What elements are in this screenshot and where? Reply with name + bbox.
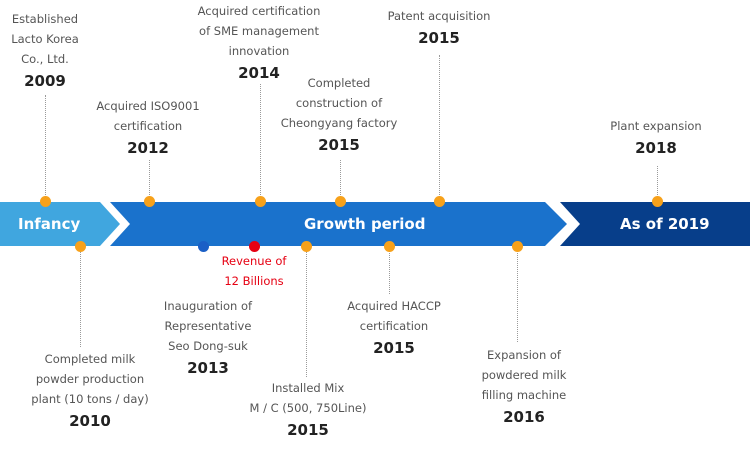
event-desc: Inauguration of [163, 299, 253, 313]
event-desc: Completed [307, 76, 371, 90]
milestone-dot [335, 196, 346, 207]
event-year: 2018 [635, 139, 677, 157]
connector [439, 55, 440, 201]
event-desc: Plant expansion [610, 119, 702, 133]
event-year: 2013 [187, 359, 229, 377]
event-desc: certification [359, 319, 429, 333]
event-desc: plant (10 tons / day) [31, 392, 149, 406]
connector [389, 247, 390, 294]
event-desc: Co., Ltd. [21, 52, 69, 66]
event-revenue-12-billions: Revenue of 12 Billions [179, 251, 329, 291]
connector [149, 160, 150, 201]
milestone-dot [144, 196, 155, 207]
event-desc: filling machine [481, 388, 567, 402]
connector [657, 166, 658, 201]
connector [517, 247, 518, 342]
event-desc: 12 Billions [224, 274, 284, 288]
event-year: 2014 [238, 64, 280, 82]
event-desc: Expansion of [487, 348, 561, 362]
event-year: 2016 [503, 408, 545, 426]
event-year: 2015 [373, 339, 415, 357]
event-2015-mix-mc: Installed Mix M / C (500, 750Line) 2015 [233, 378, 383, 439]
phase-current-arrow [560, 202, 750, 246]
milestone-dot-blue [198, 241, 209, 252]
event-year: 2010 [69, 412, 111, 430]
event-year: 2012 [127, 139, 169, 157]
event-desc: powder production [35, 372, 145, 386]
event-year: 2009 [24, 72, 66, 90]
event-desc: of SME management [199, 24, 319, 38]
connector [45, 95, 46, 201]
milestone-dot [40, 196, 51, 207]
phase-growth-arrow [110, 202, 567, 246]
event-2014-sme-innovation: Acquired certification of SME management… [184, 1, 334, 82]
event-desc: Acquired HACCP [347, 299, 441, 313]
event-2015-patent: Patent acquisition 2015 [364, 6, 514, 47]
connector [80, 247, 81, 347]
phase-infancy-label: Infancy [18, 215, 81, 233]
event-desc: Patent acquisition [387, 9, 491, 23]
event-2015-cheongyang-factory: Completed construction of Cheongyang fac… [264, 73, 414, 154]
event-desc: certification [113, 119, 183, 133]
phase-growth-label: Growth period [304, 215, 426, 233]
milestone-dot [301, 241, 312, 252]
milestone-dot [255, 196, 266, 207]
event-year: 2015 [318, 136, 360, 154]
event-2015-haccp: Acquired HACCP certification 2015 [319, 296, 469, 357]
event-desc: M / C (500, 750Line) [249, 401, 367, 415]
event-2013-inauguration: Inauguration of Representative Seo Dong-… [133, 296, 283, 377]
event-desc: powdered milk [481, 368, 567, 382]
event-2018-plant-expansion: Plant expansion 2018 [581, 116, 731, 157]
event-year: 2015 [287, 421, 329, 439]
milestone-dot [434, 196, 445, 207]
event-desc: Lacto Korea [11, 32, 79, 46]
event-year: 2015 [418, 29, 460, 47]
event-desc: Acquired certification [197, 4, 321, 18]
milestone-dot-red [249, 241, 260, 252]
event-2009-established: Established Lacto Korea Co., Ltd. 2009 [0, 9, 120, 90]
milestone-dot [384, 241, 395, 252]
phase-current-label: As of 2019 [620, 215, 710, 233]
event-desc: Seo Dong-suk [168, 339, 248, 353]
event-desc: Established [11, 12, 79, 26]
event-desc: Acquired ISO9001 [96, 99, 200, 113]
event-2016-filling-machine: Expansion of powdered milk filling machi… [449, 345, 599, 426]
milestone-dot [75, 241, 86, 252]
connector [306, 247, 307, 377]
event-desc: Cheongyang factory [280, 116, 398, 130]
event-desc: Installed Mix [271, 381, 345, 395]
event-desc: Revenue of [221, 254, 287, 268]
event-desc: Completed milk [44, 352, 136, 366]
milestone-dot [652, 196, 663, 207]
connector [340, 160, 341, 201]
event-desc: innovation [228, 44, 290, 58]
event-2012-iso9001: Acquired ISO9001 certification 2012 [73, 96, 223, 157]
event-2010-milk-powder-plant: Completed milk powder production plant (… [15, 349, 165, 430]
event-desc: construction of [295, 96, 383, 110]
milestone-dot [512, 241, 523, 252]
phase-infancy-arrow [0, 202, 120, 246]
connector [260, 84, 261, 201]
event-desc: Representative [164, 319, 252, 333]
